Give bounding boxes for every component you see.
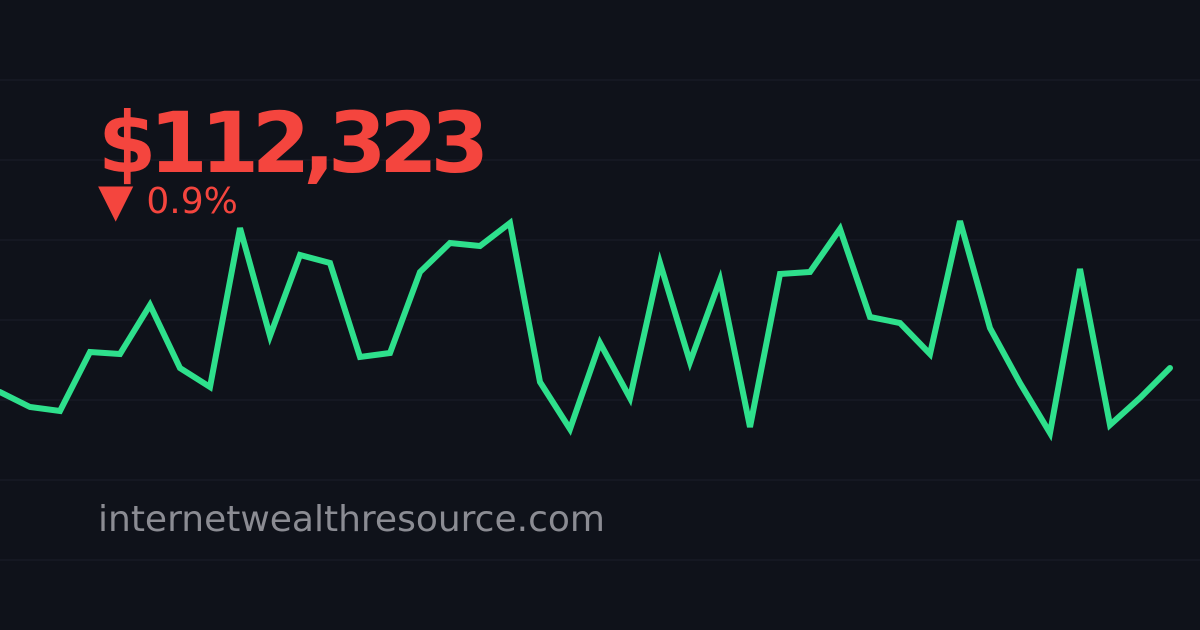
change-percent: 0.9%	[146, 181, 238, 222]
price-value: $112,323	[98, 94, 489, 192]
price-change: ▼ 0.9%	[98, 173, 238, 227]
watermark-url: internetwealthresource.com	[98, 499, 605, 540]
price-sparkline	[0, 217, 1173, 442]
